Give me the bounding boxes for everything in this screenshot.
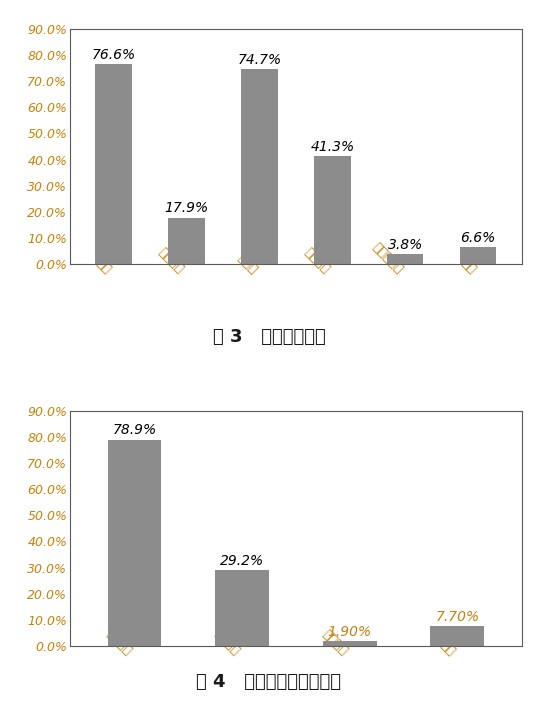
Text: 6.6%: 6.6% [461, 231, 495, 245]
Bar [323, 641, 377, 646]
Bar [168, 218, 205, 264]
Text: 29.2%: 29.2% [220, 554, 264, 568]
Text: 41.3%: 41.3% [310, 140, 355, 154]
Text: 74.7%: 74.7% [237, 52, 281, 67]
Text: 1.90%: 1.90% [328, 625, 372, 639]
Text: 17.9%: 17.9% [165, 202, 209, 215]
Bar [314, 157, 351, 264]
Text: 3.8%: 3.8% [387, 238, 423, 252]
Text: 76.6%: 76.6% [91, 47, 136, 62]
Bar [215, 570, 269, 646]
Bar [460, 247, 497, 264]
Bar [241, 69, 278, 264]
Bar [108, 439, 161, 646]
Bar [387, 254, 423, 264]
Bar [430, 626, 484, 646]
Bar [95, 64, 132, 264]
Text: 78.9%: 78.9% [112, 424, 157, 437]
Text: 图 3   智能手机使用: 图 3 智能手机使用 [213, 328, 325, 347]
Text: 7.70%: 7.70% [435, 610, 479, 624]
Text: 图 4   不使用智能手机原因: 图 4 不使用智能手机原因 [196, 673, 342, 691]
